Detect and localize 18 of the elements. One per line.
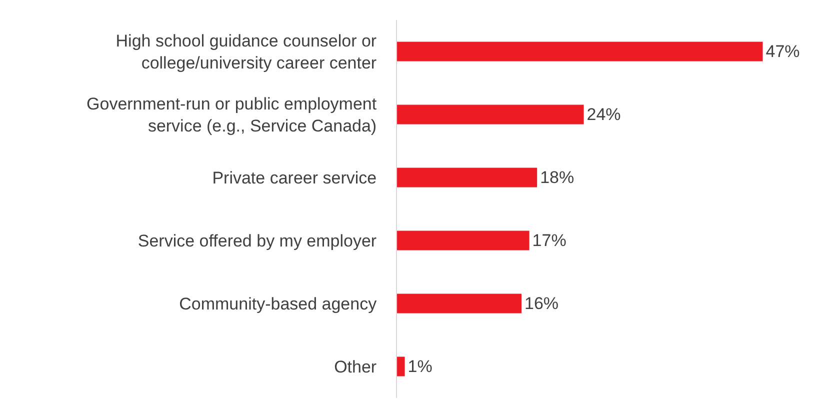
data-label: 17% [532, 231, 566, 250]
bar [397, 230, 530, 250]
bar [397, 42, 763, 62]
y-tick-label: Service offered by my employer [138, 231, 377, 250]
bar [397, 356, 405, 376]
bar [397, 104, 584, 124]
data-label: 16% [524, 294, 559, 314]
y-tick-label: Community-based agency [179, 294, 378, 314]
y-tick-label: Private career service [212, 168, 377, 188]
y-tick-label: Government-run or public employment service (e.g., Service Canada) [86, 94, 377, 136]
data-label: 24% [586, 105, 621, 124]
y-tick-label: High school guidance counselor or college/university career center [116, 31, 377, 72]
data-label: 47% [766, 42, 800, 62]
data-label: 18% [540, 168, 574, 188]
y-tick-label: Other [334, 357, 377, 376]
bar [397, 168, 538, 188]
data-label: 1% [408, 357, 432, 376]
bar [397, 294, 522, 314]
